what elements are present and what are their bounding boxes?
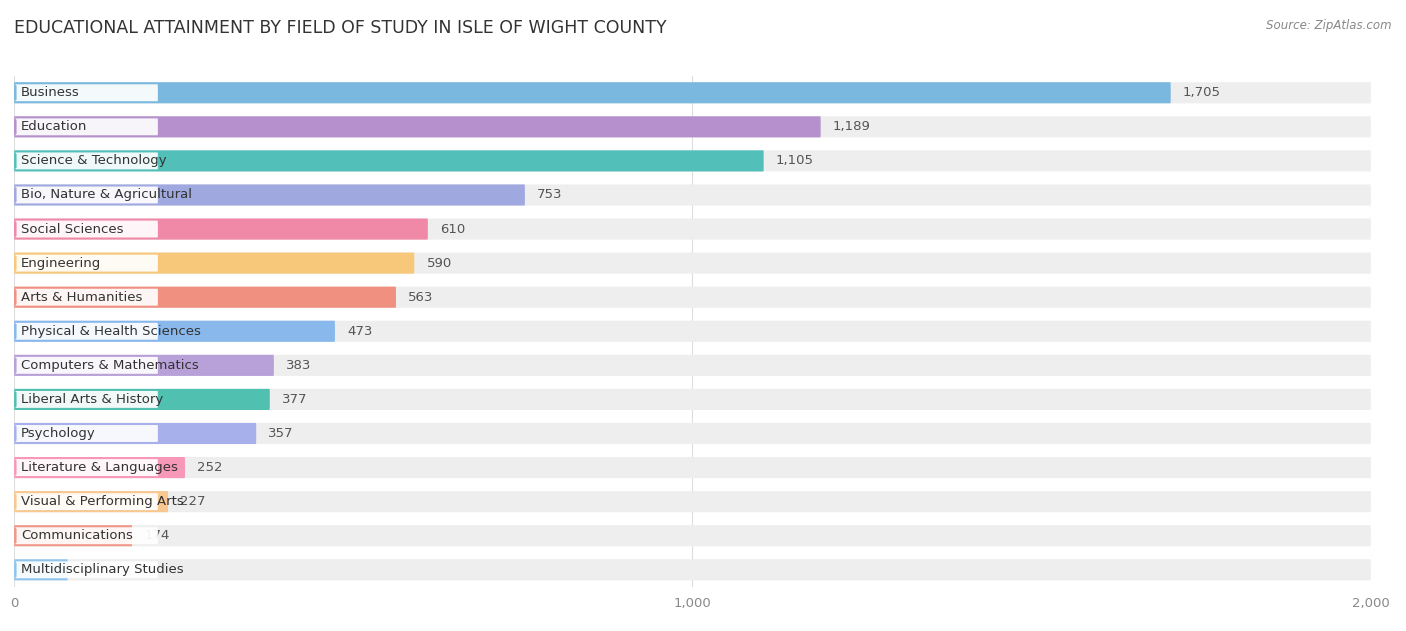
Text: 590: 590 — [426, 257, 451, 269]
FancyBboxPatch shape — [14, 82, 1371, 103]
FancyBboxPatch shape — [15, 153, 157, 169]
FancyBboxPatch shape — [14, 286, 396, 308]
FancyBboxPatch shape — [14, 252, 415, 274]
Text: 753: 753 — [537, 189, 562, 201]
FancyBboxPatch shape — [15, 357, 157, 374]
Text: Bio, Nature & Agricultural: Bio, Nature & Agricultural — [21, 189, 193, 201]
Text: 174: 174 — [145, 529, 170, 542]
Text: 252: 252 — [197, 461, 222, 474]
FancyBboxPatch shape — [14, 559, 67, 581]
FancyBboxPatch shape — [15, 391, 157, 408]
FancyBboxPatch shape — [14, 423, 256, 444]
FancyBboxPatch shape — [15, 528, 157, 544]
Text: Multidisciplinary Studies: Multidisciplinary Studies — [21, 563, 184, 576]
FancyBboxPatch shape — [14, 525, 132, 546]
FancyBboxPatch shape — [14, 491, 1371, 512]
FancyBboxPatch shape — [14, 286, 1371, 308]
FancyBboxPatch shape — [14, 218, 1371, 240]
Text: Science & Technology: Science & Technology — [21, 155, 167, 167]
Text: 377: 377 — [283, 393, 308, 406]
FancyBboxPatch shape — [15, 119, 157, 135]
Text: Social Sciences: Social Sciences — [21, 223, 124, 235]
Text: Literature & Languages: Literature & Languages — [21, 461, 179, 474]
FancyBboxPatch shape — [14, 389, 1371, 410]
FancyBboxPatch shape — [14, 184, 524, 206]
FancyBboxPatch shape — [15, 459, 157, 476]
FancyBboxPatch shape — [14, 423, 1371, 444]
FancyBboxPatch shape — [15, 187, 157, 203]
Text: Education: Education — [21, 121, 87, 133]
FancyBboxPatch shape — [15, 425, 157, 442]
FancyBboxPatch shape — [15, 493, 157, 510]
Text: Source: ZipAtlas.com: Source: ZipAtlas.com — [1267, 19, 1392, 32]
Text: Liberal Arts & History: Liberal Arts & History — [21, 393, 163, 406]
FancyBboxPatch shape — [14, 321, 1371, 342]
Text: 383: 383 — [285, 359, 312, 372]
Text: Psychology: Psychology — [21, 427, 96, 440]
Text: 227: 227 — [180, 495, 205, 508]
Text: 563: 563 — [408, 291, 433, 304]
FancyBboxPatch shape — [14, 252, 1371, 274]
Text: Engineering: Engineering — [21, 257, 101, 269]
FancyBboxPatch shape — [15, 562, 157, 578]
FancyBboxPatch shape — [14, 82, 1171, 103]
Text: Communications: Communications — [21, 529, 134, 542]
FancyBboxPatch shape — [15, 85, 157, 101]
Text: 1,189: 1,189 — [832, 121, 870, 133]
Text: 79: 79 — [80, 563, 97, 576]
FancyBboxPatch shape — [14, 491, 169, 512]
Text: 473: 473 — [347, 325, 373, 338]
FancyBboxPatch shape — [15, 221, 157, 237]
FancyBboxPatch shape — [14, 150, 763, 172]
Text: 1,705: 1,705 — [1182, 86, 1220, 99]
FancyBboxPatch shape — [14, 184, 1371, 206]
FancyBboxPatch shape — [14, 457, 186, 478]
FancyBboxPatch shape — [14, 116, 821, 138]
Text: Physical & Health Sciences: Physical & Health Sciences — [21, 325, 201, 338]
Text: 1,105: 1,105 — [776, 155, 814, 167]
Text: Arts & Humanities: Arts & Humanities — [21, 291, 142, 304]
FancyBboxPatch shape — [14, 321, 335, 342]
Text: Computers & Mathematics: Computers & Mathematics — [21, 359, 198, 372]
FancyBboxPatch shape — [14, 355, 274, 376]
FancyBboxPatch shape — [14, 559, 1371, 581]
FancyBboxPatch shape — [14, 355, 1371, 376]
FancyBboxPatch shape — [14, 525, 1371, 546]
FancyBboxPatch shape — [15, 323, 157, 339]
Text: 357: 357 — [269, 427, 294, 440]
Text: EDUCATIONAL ATTAINMENT BY FIELD OF STUDY IN ISLE OF WIGHT COUNTY: EDUCATIONAL ATTAINMENT BY FIELD OF STUDY… — [14, 19, 666, 37]
Text: 610: 610 — [440, 223, 465, 235]
FancyBboxPatch shape — [15, 255, 157, 271]
FancyBboxPatch shape — [14, 218, 427, 240]
Text: Business: Business — [21, 86, 80, 99]
FancyBboxPatch shape — [15, 289, 157, 305]
FancyBboxPatch shape — [14, 389, 270, 410]
FancyBboxPatch shape — [14, 457, 1371, 478]
FancyBboxPatch shape — [14, 150, 1371, 172]
Text: Visual & Performing Arts: Visual & Performing Arts — [21, 495, 184, 508]
FancyBboxPatch shape — [14, 116, 1371, 138]
